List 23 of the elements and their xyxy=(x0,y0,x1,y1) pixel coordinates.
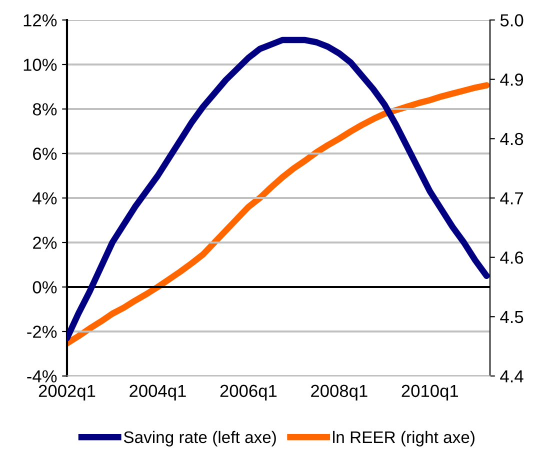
y-tick-label: 12% xyxy=(24,14,57,26)
legend-label: ln REER (right axe) xyxy=(333,430,474,446)
y2-tick-label: 4.6 xyxy=(500,252,524,264)
x-tick-label: 2004q1 xyxy=(130,384,186,401)
x-tick-label: 2006q1 xyxy=(220,384,277,401)
y-tick-label: -2% xyxy=(27,326,57,338)
y2-tick-label: 4.8 xyxy=(500,132,524,146)
y2-tick-label: 4.5 xyxy=(500,311,524,324)
y2-tick-label: 4.7 xyxy=(500,192,523,204)
y-tick-label: 2% xyxy=(33,236,57,249)
y-tick-label: 8% xyxy=(32,103,57,116)
y2-tick-label: 4.4 xyxy=(500,370,524,382)
y-tick-label: 4% xyxy=(32,192,57,204)
y2-tick-label: 4.9 xyxy=(500,74,524,86)
y-tick-label: 6% xyxy=(33,148,57,160)
x-tick-label: 2010q1 xyxy=(402,384,458,401)
legend-label: Saving rate (left axe) xyxy=(124,430,276,446)
x-tick-label: 2002q1 xyxy=(38,384,96,401)
y-tick-label: 0% xyxy=(32,281,57,294)
y-tick-label: -4% xyxy=(27,370,57,382)
x-tick-label: 2008q1 xyxy=(311,384,368,401)
y-tick-label: 10% xyxy=(24,58,57,71)
y2-tick-label: 5.0 xyxy=(500,14,524,26)
